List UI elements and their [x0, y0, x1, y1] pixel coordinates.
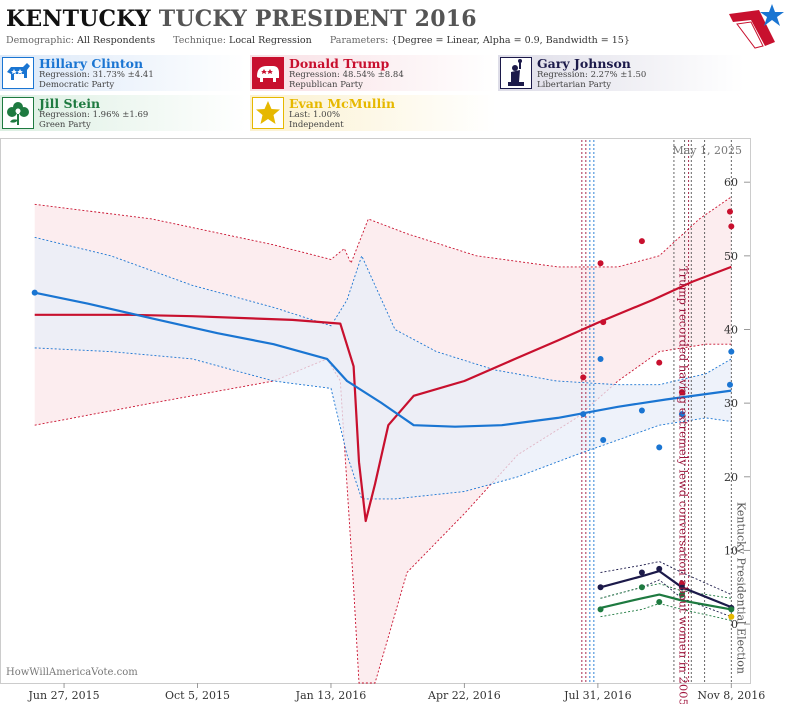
poll-point	[580, 374, 587, 381]
trend-line-jill-stein	[600, 593, 732, 611]
candidate-party: Green Party	[39, 120, 91, 130]
poll-point	[728, 613, 735, 620]
candidate-regression: Last: 1.00%	[289, 110, 341, 120]
poll-point	[728, 348, 735, 355]
parameters-bar: Demographic: All Respondents Technique: …	[6, 35, 630, 46]
y-tick-label: 30	[724, 397, 738, 410]
poll-point	[597, 606, 604, 613]
poll-point	[638, 569, 645, 576]
flower-icon	[2, 97, 34, 129]
poll-point	[656, 565, 663, 572]
technique-value[interactable]: Local Regression	[229, 35, 312, 46]
poll-point	[638, 407, 645, 414]
parameters-label: Parameters:	[329, 35, 389, 46]
y-tick-label: 10	[724, 544, 738, 557]
liberty-statue-icon	[500, 57, 532, 89]
date-label: May 1, 2025	[672, 144, 742, 157]
header: KENTUCKY TUCKY PRESIDENT 2016 Demographi…	[0, 0, 789, 54]
poll-point	[597, 260, 604, 267]
poll-point	[580, 411, 587, 418]
poll-point	[678, 584, 685, 591]
watermark: HowWillAmericaVote.com	[6, 667, 138, 678]
poll-point	[600, 319, 607, 326]
candidate-regression: Regression: 48.54% ±8.84	[289, 70, 404, 80]
candidate-name: Donald Trump	[289, 56, 390, 71]
x-tick-label: Jan 13, 2016	[295, 689, 367, 702]
poll-point	[31, 289, 38, 296]
poll-chart-svg: 0 10 20 30 40 50 60 Jun 27, 2015 Oct 5, 2015 Jan …	[0, 138, 765, 706]
poll-point	[597, 355, 604, 362]
elephant-icon	[252, 57, 284, 89]
poll-point	[728, 223, 735, 230]
poll-point	[656, 444, 663, 451]
x-tick-label: Apr 22, 2016	[427, 689, 501, 702]
candidate-card-mcmullin[interactable]: Evan McMullin Last: 1.00% Independent	[250, 95, 496, 131]
confidence-band-hillary-clinton	[34, 237, 732, 499]
parameters-value[interactable]: {Degree = Linear, Alpha = 0.9, Bandwidth…	[391, 35, 630, 46]
poll-point	[656, 359, 663, 366]
band-upper-hillary-clinton	[34, 236, 732, 386]
poll-point	[638, 584, 645, 591]
y-tick-label: 50	[724, 250, 738, 263]
candidate-regression: Regression: 31.73% ±4.41	[39, 70, 154, 80]
donkey-icon	[2, 57, 34, 89]
poll-point	[726, 381, 733, 388]
band-lower-hillary-clinton	[34, 347, 732, 500]
annotation-election-day: Kentucky Presidential Election	[734, 502, 747, 674]
trend-line-hillary-clinton	[34, 291, 732, 428]
demographic-label: Demographic:	[6, 35, 75, 46]
poll-point	[597, 584, 604, 591]
x-tick-label: Jul 31, 2016	[563, 689, 632, 702]
candidate-regression: Regression: 1.96% ±1.69	[39, 110, 149, 120]
candidate-card-stein[interactable]: Jill Stein Regression: 1.96% ±1.69 Green…	[0, 95, 246, 131]
demographic-value[interactable]: All Respondents	[77, 35, 156, 46]
y-tick-label: 60	[724, 176, 738, 189]
x-tick-label: Jun 27, 2015	[28, 689, 100, 702]
x-tick-label: Nov 8, 2016	[697, 689, 765, 702]
candidate-name: Jill Stein	[39, 96, 101, 111]
title-state: KENTUCKY	[6, 6, 151, 32]
candidate-regression: Regression: 2.27% ±1.50	[537, 70, 647, 80]
annotation-lewd-conversation: Trump recorded having extremely lewd con…	[677, 266, 691, 704]
candidate-card-clinton[interactable]: Hillary Clinton Regression: 31.73% ±4.41…	[0, 55, 246, 91]
poll-point	[656, 598, 663, 605]
title-race: TUCKY PRESIDENT 2016	[158, 6, 477, 32]
candidate-legend: Hillary Clinton Regression: 31.73% ±4.41…	[0, 55, 789, 135]
star-icon	[252, 97, 284, 129]
candidate-card-johnson[interactable]: Gary Johnson Regression: 2.27% ±1.50 Lib…	[498, 55, 744, 91]
poll-point	[600, 436, 607, 443]
y-tick-label: 20	[724, 471, 738, 484]
candidate-card-trump[interactable]: Donald Trump Regression: 48.54% ±8.84 Re…	[250, 55, 496, 91]
poll-point	[678, 411, 685, 418]
poll-point	[638, 238, 645, 245]
candidate-party: Democratic Party	[39, 80, 115, 90]
candidate-name: Gary Johnson	[537, 56, 631, 71]
poll-point	[678, 591, 685, 598]
poll-point	[678, 389, 685, 396]
poll-point	[728, 606, 735, 613]
y-tick-label: 40	[724, 323, 738, 336]
candidate-party: Libertarian Party	[537, 80, 612, 90]
x-tick-label: Oct 5, 2015	[165, 689, 230, 702]
page-title: KENTUCKY TUCKY PRESIDENT 2016	[6, 6, 477, 32]
candidate-name: Evan McMullin	[289, 96, 396, 111]
band-upper-donald-trump	[34, 196, 732, 268]
band-upper-gary-johnson	[600, 561, 732, 596]
candidate-name: Hillary Clinton	[39, 56, 144, 71]
technique-label: Technique:	[173, 35, 226, 46]
y-tick-label: 0	[731, 618, 738, 631]
poll-chart: 0 10 20 30 40 50 60 Jun 27, 2015 Oct 5, 2015 Jan …	[0, 138, 789, 706]
candidate-party: Independent	[289, 120, 344, 130]
site-logo-icon[interactable]	[725, 2, 785, 50]
candidate-party: Republican Party	[289, 80, 363, 90]
trend-line-donald-trump	[34, 265, 732, 523]
band-lower-donald-trump	[34, 343, 732, 684]
poll-point	[726, 208, 733, 215]
